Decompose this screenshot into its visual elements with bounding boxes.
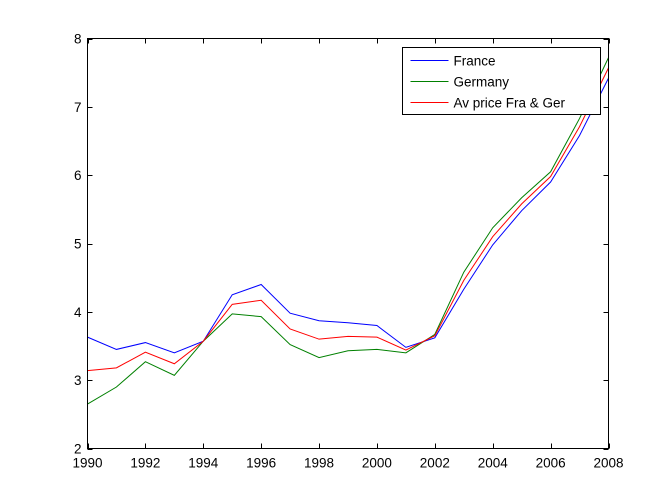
- y-tick-label: 2: [74, 442, 82, 457]
- x-tick-label: 1992: [130, 456, 160, 471]
- x-tick-label: 2000: [362, 456, 392, 471]
- series-layer: [87, 57, 609, 405]
- x-tick-label: 1998: [304, 456, 334, 471]
- x-tick-label: 2004: [478, 456, 509, 471]
- series-line-3: [87, 67, 609, 372]
- y-tick-label: 3: [74, 373, 82, 388]
- series-line-2: [87, 57, 609, 405]
- x-tick-label: 2002: [420, 456, 450, 471]
- x-tick-label: 2008: [593, 456, 623, 471]
- x-tick-label: 1996: [246, 456, 276, 471]
- tick-labels: 1990 1992 1994 1996 1998 2000 2002 2004 2006 2008…: [72, 32, 623, 471]
- series-line-1: [87, 77, 609, 354]
- legend-label-1: France: [454, 54, 496, 69]
- axis-ticks: [87, 38, 610, 450]
- y-tick-label: 6: [74, 168, 82, 183]
- y-tick-label: 4: [74, 305, 82, 320]
- axes-box: [87, 38, 609, 449]
- y-tick-label: 8: [74, 32, 82, 47]
- legend: France Germany Av price Fra & Ger: [402, 47, 601, 115]
- x-tick-label: 2006: [536, 456, 566, 471]
- y-tick-label: 7: [74, 100, 82, 115]
- legend-label-2: Germany: [454, 75, 510, 90]
- x-tick-label: 1990: [72, 456, 102, 471]
- legend-label-3: Av price Fra & Ger: [454, 96, 566, 111]
- x-tick-label: 1994: [188, 456, 219, 471]
- y-tick-label: 5: [74, 237, 82, 252]
